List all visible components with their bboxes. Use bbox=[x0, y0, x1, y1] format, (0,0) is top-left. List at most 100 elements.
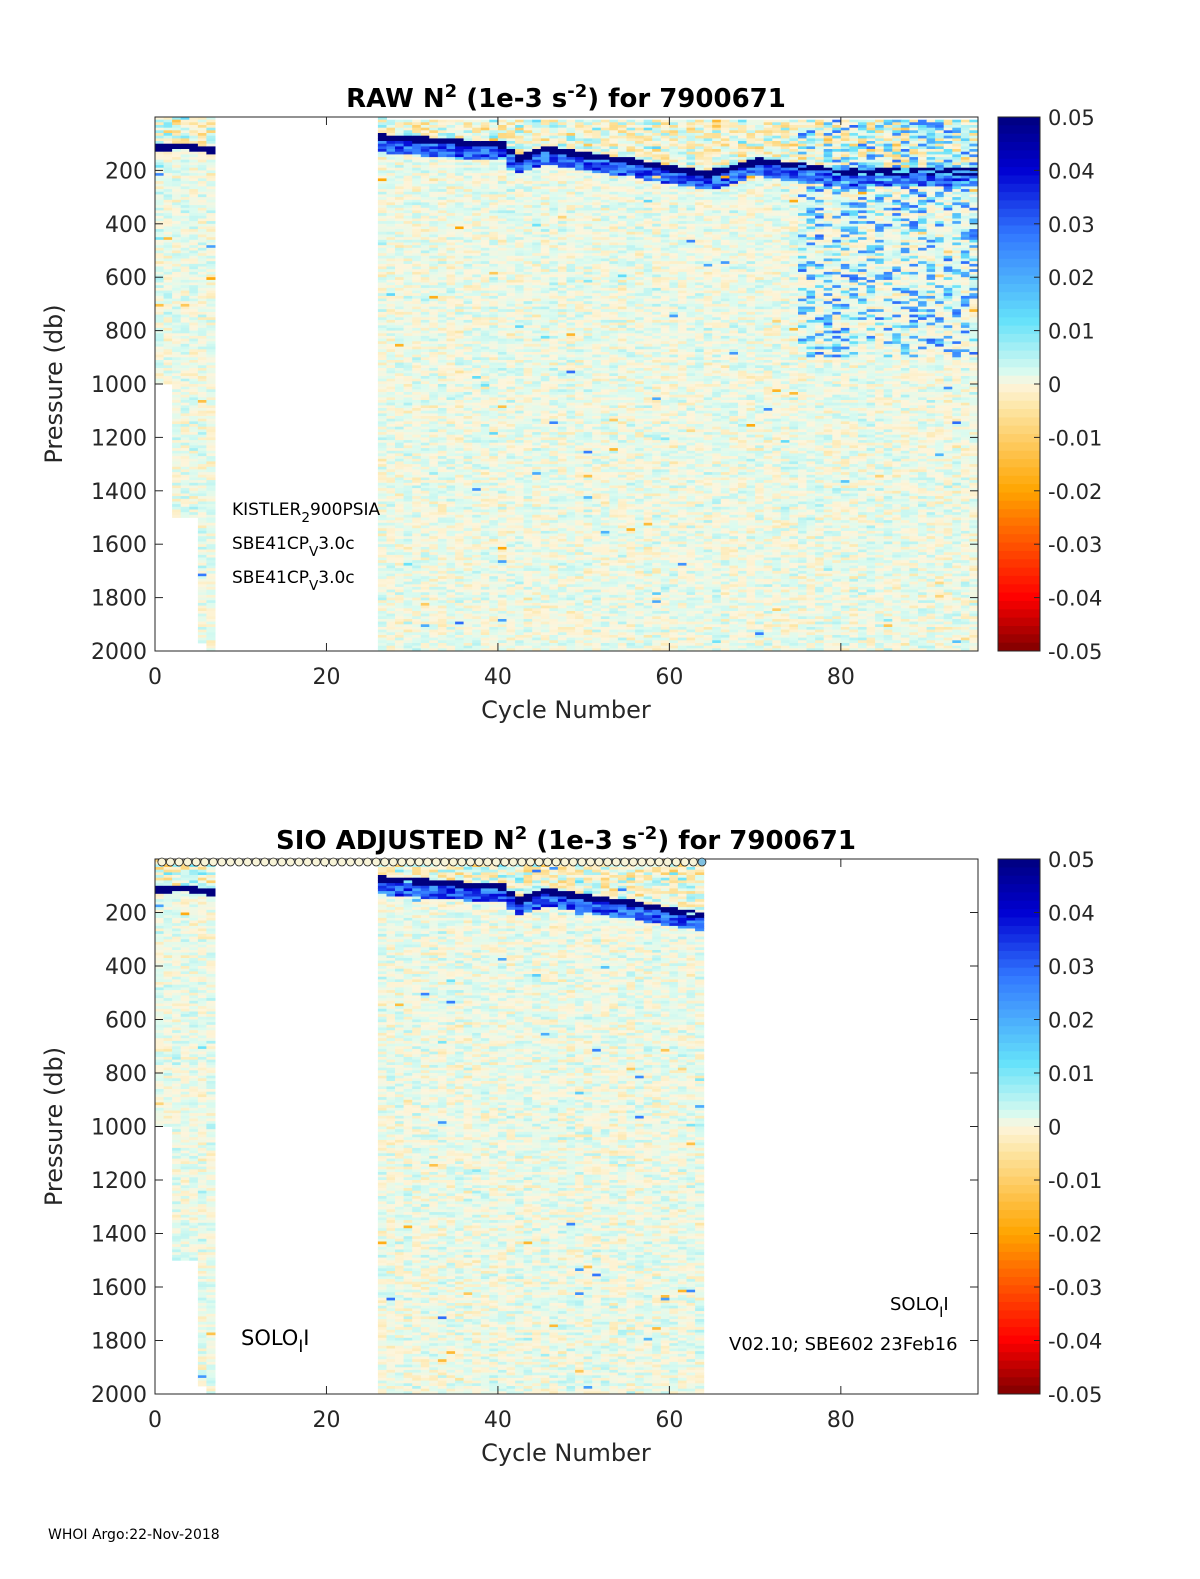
heatmap-cell bbox=[455, 445, 464, 448]
heatmap-cell bbox=[532, 285, 541, 288]
heatmap-cell bbox=[507, 232, 516, 235]
heatmap-cell bbox=[412, 160, 421, 163]
heatmap-cell bbox=[532, 240, 541, 243]
heatmap-cell bbox=[421, 336, 430, 339]
heatmap-cell bbox=[464, 336, 473, 339]
heatmap-cell bbox=[464, 579, 473, 582]
heatmap-cell bbox=[472, 336, 481, 339]
heatmap-cell bbox=[395, 357, 404, 360]
heatmap-cell bbox=[206, 528, 215, 531]
heatmap-cell bbox=[498, 472, 507, 475]
heatmap-cell bbox=[412, 336, 421, 339]
heatmap-cell bbox=[378, 248, 387, 251]
heatmap-cell bbox=[472, 347, 481, 350]
heatmap-cell bbox=[524, 389, 533, 392]
heatmap-cell bbox=[378, 632, 387, 635]
heatmap-cell bbox=[447, 144, 456, 147]
heatmap-cell bbox=[464, 616, 473, 619]
heatmap-cell bbox=[532, 261, 541, 264]
heatmap-cell bbox=[464, 357, 473, 360]
heatmap-cell bbox=[541, 427, 550, 430]
heatmap-cell bbox=[378, 160, 387, 163]
heatmap-cell bbox=[412, 285, 421, 288]
heatmap-cell bbox=[455, 336, 464, 339]
heatmap-cell bbox=[378, 528, 387, 531]
heatmap-cell bbox=[532, 339, 541, 342]
heatmap-cell bbox=[472, 624, 481, 627]
heatmap-cell bbox=[378, 259, 387, 262]
heatmap-cell bbox=[421, 154, 430, 157]
heatmap-cell bbox=[412, 152, 421, 155]
heatmap-cell bbox=[378, 176, 387, 179]
heatmap-cell bbox=[206, 576, 215, 579]
heatmap-cell bbox=[412, 606, 421, 609]
heatmap-cell bbox=[515, 194, 524, 197]
heatmap-cell bbox=[464, 130, 473, 133]
heatmap-cell bbox=[464, 323, 473, 326]
heatmap-cell bbox=[387, 261, 396, 264]
heatmap-cell bbox=[498, 296, 507, 299]
heatmap-cell bbox=[198, 277, 207, 280]
heatmap-cell bbox=[387, 357, 396, 360]
heatmap-cell bbox=[524, 323, 533, 326]
heatmap-cell bbox=[498, 542, 507, 545]
heatmap-cell bbox=[481, 221, 490, 224]
heatmap-cell bbox=[438, 424, 447, 427]
heatmap-cell bbox=[507, 389, 516, 392]
heatmap-cell bbox=[489, 275, 498, 278]
heatmap-cell bbox=[198, 638, 207, 641]
heatmap-cell bbox=[387, 461, 396, 464]
heatmap-cell bbox=[481, 202, 490, 205]
heatmap-cell bbox=[472, 323, 481, 326]
heatmap-cell bbox=[455, 523, 464, 526]
heatmap-cell bbox=[198, 309, 207, 312]
heatmap-cell bbox=[438, 544, 447, 547]
heatmap-cell bbox=[198, 496, 207, 499]
heatmap-cell bbox=[421, 640, 430, 643]
heatmap-cell bbox=[206, 328, 215, 331]
heatmap-cell bbox=[532, 277, 541, 280]
heatmap-cell bbox=[438, 141, 447, 144]
heatmap-cell bbox=[507, 638, 516, 641]
heatmap-cell bbox=[524, 435, 533, 438]
heatmap-cell bbox=[378, 595, 387, 598]
heatmap-cell bbox=[421, 616, 430, 619]
heatmap-cell bbox=[498, 435, 507, 438]
heatmap-cell bbox=[164, 371, 173, 374]
heatmap-cell bbox=[155, 365, 164, 368]
heatmap-cell bbox=[395, 616, 404, 619]
heatmap-cell bbox=[395, 504, 404, 507]
heatmap-cell bbox=[447, 301, 456, 304]
heatmap-cell bbox=[498, 221, 507, 224]
heatmap-cell bbox=[515, 133, 524, 136]
heatmap-cell bbox=[395, 614, 404, 617]
heatmap-cell bbox=[455, 443, 464, 446]
heatmap-cell bbox=[387, 240, 396, 243]
heatmap-cell bbox=[172, 154, 181, 157]
heatmap-cell bbox=[515, 261, 524, 264]
heatmap-cell bbox=[489, 229, 498, 232]
heatmap-cell bbox=[421, 558, 430, 561]
heatmap-cell bbox=[438, 344, 447, 347]
heatmap-cell bbox=[524, 304, 533, 307]
heatmap-cell bbox=[481, 579, 490, 582]
heatmap-cell bbox=[532, 395, 541, 398]
heatmap-cell bbox=[404, 480, 413, 483]
heatmap-cell bbox=[532, 296, 541, 299]
heatmap-cell bbox=[404, 579, 413, 582]
heatmap-cell bbox=[404, 542, 413, 545]
heatmap-cell bbox=[421, 162, 430, 165]
heatmap-cell bbox=[541, 181, 550, 184]
heatmap-cell bbox=[472, 381, 481, 384]
heatmap-cell bbox=[395, 408, 404, 411]
heatmap-cell bbox=[447, 381, 456, 384]
heatmap-cell bbox=[472, 427, 481, 430]
heatmap-cell bbox=[198, 122, 207, 125]
heatmap-cell bbox=[189, 357, 198, 360]
heatmap-cell bbox=[421, 456, 430, 459]
heatmap-cell bbox=[438, 130, 447, 133]
heatmap-cell bbox=[532, 419, 541, 422]
heatmap-cell bbox=[198, 427, 207, 430]
heatmap-cell bbox=[429, 141, 438, 144]
heatmap-cell bbox=[181, 357, 190, 360]
